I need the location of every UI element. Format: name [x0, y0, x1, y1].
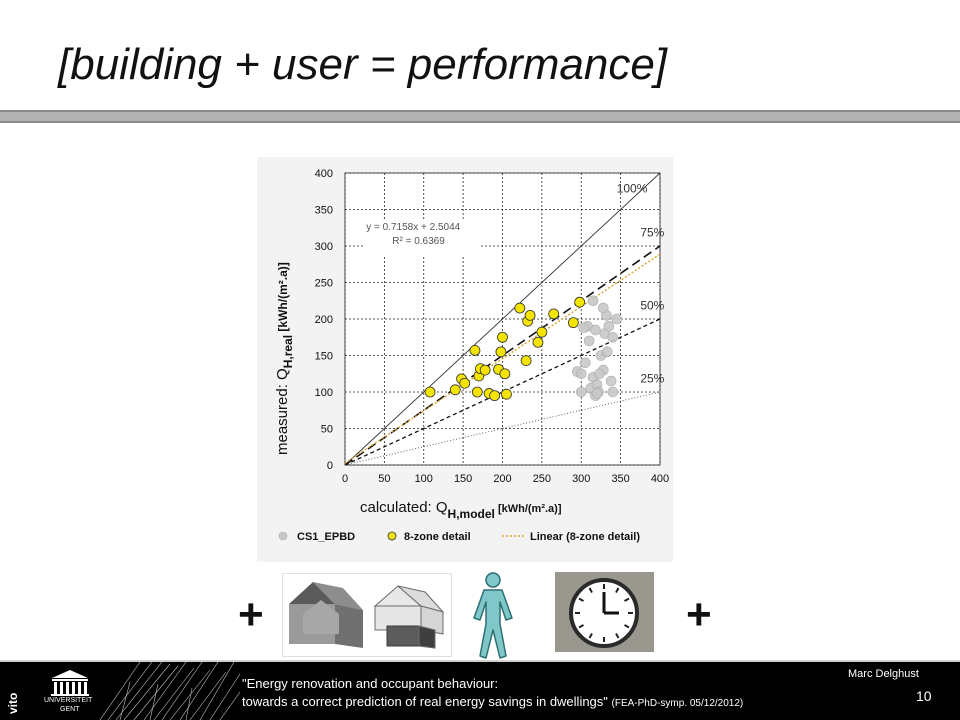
- eight-zone-point: [574, 296, 586, 308]
- eight-zone-point: [532, 336, 544, 348]
- footer-decorative-pattern: [100, 662, 240, 720]
- house-icon: [289, 582, 363, 648]
- eight-zone-point: [567, 317, 579, 329]
- cs1-epbd-point: [603, 321, 615, 332]
- reference-line-label: 50%: [640, 299, 664, 313]
- eight-zone-point: [489, 390, 501, 402]
- footer-title-line1: "Energy renovation and occupant behaviou…: [242, 676, 499, 691]
- x-tick-label: 50: [378, 473, 390, 485]
- eight-zone-point: [449, 384, 461, 396]
- eight-zone-point: [520, 355, 532, 367]
- trend-line: [344, 253, 661, 464]
- x-tick-label: 300: [572, 473, 590, 485]
- eight-zone-point: [471, 386, 483, 398]
- x-tick-label: 350: [611, 473, 629, 485]
- reference-line-label: 25%: [640, 372, 664, 386]
- eight-zone-point: [548, 308, 560, 320]
- eight-zone-point: [514, 302, 526, 314]
- reference-line-50pct: [344, 318, 661, 466]
- reference-line-label: 100%: [617, 182, 648, 196]
- footer-divider: [0, 660, 960, 662]
- reference-line-label: 75%: [640, 226, 664, 240]
- cs1-epbd-point: [575, 368, 587, 380]
- cs1-epbd-point: [587, 295, 599, 307]
- x-tick-label: 150: [454, 473, 472, 485]
- x-tick-label: 100: [415, 473, 433, 485]
- house-images: [282, 573, 452, 657]
- vito-logo: vito: [6, 692, 20, 714]
- x-tick-label: 200: [493, 473, 511, 485]
- y-axis-label: measured: QH,real [kWh/(m².a)]: [274, 262, 295, 455]
- ugent-logo-line2: GENT: [60, 706, 80, 713]
- eight-zone-point: [459, 377, 471, 389]
- footer-title-line2-text: towards a correct prediction of real ene…: [242, 694, 608, 709]
- reference-line-100pct: [344, 172, 661, 466]
- eight-zone-point: [524, 309, 536, 321]
- cs1-epbd-point: [578, 322, 589, 334]
- x-tick-label: 250: [533, 473, 551, 485]
- eight-zone-point: [495, 346, 507, 358]
- cs1-epbd-point: [611, 313, 622, 325]
- y-tick-label: 250: [315, 278, 333, 290]
- plus-sign-left: +: [238, 590, 264, 639]
- title-divider-bar: [0, 110, 960, 123]
- cs1-epbd-point: [601, 346, 613, 358]
- cs1-epbd-point: [607, 386, 619, 398]
- eight-zone-point: [501, 388, 512, 400]
- reference-line-75pct: [344, 245, 661, 466]
- eight-zone-point: [499, 368, 511, 380]
- clock-photo: [555, 572, 654, 652]
- y-tick-label: 350: [315, 205, 333, 217]
- legend-marker-cs1-epbd: [278, 531, 288, 541]
- legend-label-8-zone: 8-zone detail: [404, 531, 471, 543]
- plus-sign-right: +: [686, 590, 712, 639]
- plot-border: [344, 172, 661, 466]
- page-number: 10: [916, 688, 932, 704]
- y-tick-label: 0: [327, 460, 333, 472]
- cs1-epbd-point: [591, 388, 603, 399]
- cs1-epbd-point: [575, 386, 587, 398]
- clock-icon: [569, 578, 639, 648]
- person-icon: [473, 572, 513, 659]
- eight-zone-point: [497, 331, 508, 343]
- cs1-epbd-point: [579, 357, 591, 369]
- author-name: Marc Delghust: [848, 668, 919, 680]
- r-squared-label: R² = 0.6369: [392, 236, 445, 247]
- ugent-logo-line1: UNIVERSITEIT: [44, 697, 93, 704]
- y-tick-label: 400: [315, 168, 333, 180]
- y-tick-label: 300: [315, 241, 333, 253]
- trend-equation: y = 0.7158x + 2.5044: [366, 222, 460, 233]
- house-wireframe-icon: [373, 585, 445, 649]
- y-tick-label: 50: [321, 424, 333, 436]
- legend-marker-8-zone: [387, 531, 397, 541]
- legend-label-linear: Linear (8-zone detail): [530, 531, 640, 543]
- eight-zone-point: [479, 364, 491, 376]
- eight-zone-point: [536, 326, 548, 338]
- legend-label-cs1-epbd: CS1_EPBD: [297, 531, 355, 543]
- cs1-epbd-point: [590, 324, 601, 336]
- y-tick-label: 200: [315, 314, 333, 326]
- footer-conference-note: (FEA-PhD-symp. 05/12/2012): [611, 698, 744, 709]
- eight-zone-point: [424, 386, 436, 398]
- x-tick-label: 0: [342, 473, 348, 485]
- ugent-logo-icon: [51, 670, 89, 696]
- cs1-epbd-point: [583, 335, 595, 347]
- cs1-epbd-point: [607, 331, 619, 343]
- eight-zone-point: [469, 344, 481, 356]
- slide-title: [building + user = performance]: [58, 40, 668, 89]
- x-axis-label: calculated: QH,model [kWh/(m².a)]: [360, 499, 562, 521]
- cs1-epbd-point: [594, 368, 605, 380]
- footer-bar: [0, 660, 960, 720]
- x-tick-label: 400: [651, 473, 669, 485]
- cs1-epbd-point: [597, 302, 609, 314]
- scatter-chart: 0 50 100 150 200 250 300 350 400 0 50 100 150 200 250 3…: [274, 168, 669, 543]
- equation-box: [364, 220, 480, 257]
- footer-title-line2: towards a correct prediction of real ene…: [242, 694, 743, 709]
- cs1-epbd-point: [605, 375, 617, 387]
- y-tick-label: 150: [315, 351, 333, 363]
- y-tick-label: 100: [315, 387, 333, 399]
